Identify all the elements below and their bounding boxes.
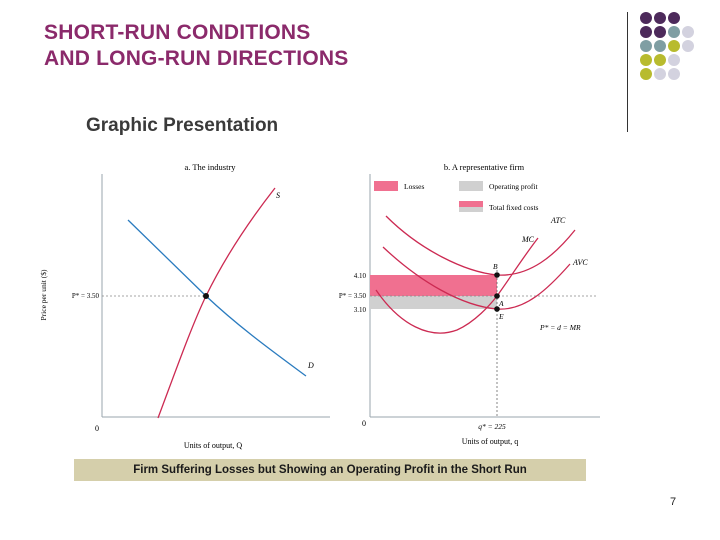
supply-curve-s (157, 187, 276, 419)
figure-caption: Firm Suffering Losses but Showing an Ope… (133, 464, 527, 476)
panel-b-title: b. A representative firm (444, 162, 525, 172)
decorative-dot (654, 40, 666, 52)
decorative-dot (682, 40, 694, 52)
q-star-label: q* = 225 (478, 422, 506, 431)
demand-mr-label: P* = d = MR (539, 323, 581, 332)
atc-label: ATC (550, 216, 566, 225)
industry-equilibrium-point (203, 293, 209, 299)
price-tick-3-50: P* = 3.50 (339, 292, 367, 300)
slide-title: SHORT-RUN CONDITIONS AND LONG-RUN DIRECT… (44, 20, 348, 72)
point-b (494, 272, 500, 278)
decorative-dot (640, 40, 652, 52)
slide-title-line-2: AND LONG-RUN DIRECTIONS (44, 47, 349, 70)
price-tick-4-10: 4.10 (354, 272, 367, 280)
demand-label: D (307, 361, 314, 370)
price-tick-3-10: 3.10 (354, 306, 367, 314)
decorative-dot (668, 68, 680, 80)
caption-bar: Firm Suffering Losses but Showing an Ope… (74, 459, 586, 481)
decorative-dot (640, 54, 652, 66)
decorative-dot (668, 26, 680, 38)
decorative-dot (668, 12, 680, 24)
mc-label: MC (521, 235, 535, 244)
decorative-dot (654, 68, 666, 80)
panel-a-origin: 0 (95, 424, 99, 433)
slide-title-line-1: SHORT-RUN CONDITIONS (44, 21, 311, 44)
point-e (494, 306, 500, 312)
decorative-dot (640, 26, 652, 38)
panel-a-x-axis-label: Units of output, Q (184, 441, 242, 450)
panel-b-origin: 0 (362, 419, 366, 428)
decorative-dot (668, 54, 680, 66)
legend-swatch-operating-profit (459, 181, 483, 191)
panel-a-title: a. The industry (184, 162, 236, 172)
supply-label: S (276, 191, 280, 200)
legend-swatch-total-fixed-costs (459, 201, 483, 212)
legend-label-operating-profit: Operating profit (489, 182, 538, 191)
point-b-label: B (493, 262, 498, 271)
decorative-dot (654, 12, 666, 24)
point-e-label: E (498, 312, 504, 321)
decorative-dot (654, 26, 666, 38)
panel-a-price-label: P* = 3.50 (72, 292, 100, 300)
decorative-dot (682, 26, 694, 38)
point-a (494, 293, 500, 299)
decorative-dot (640, 68, 652, 80)
demand-curve-d (127, 219, 307, 377)
point-a-label: A (498, 299, 504, 308)
figure-svg: a. The industry Price per unit ($) S D P… (39, 162, 600, 450)
figure: a. The industry Price per unit ($) S D P… (0, 150, 720, 450)
page-number: 7 (670, 496, 677, 508)
mc-curve (375, 237, 539, 334)
panel-b-x-axis-label: Units of output, q (462, 437, 518, 446)
panel-a-y-axis-label: Price per unit ($) (39, 269, 48, 321)
slide-subtitle: Graphic Presentation (86, 115, 279, 136)
decorative-dot (654, 54, 666, 66)
operating-profit-area (370, 296, 497, 309)
legend-label-total-fixed-costs: Total fixed costs (489, 203, 539, 212)
decorative-dot (640, 12, 652, 24)
legend-swatch-losses (374, 181, 398, 191)
decorative-divider (627, 12, 628, 132)
avc-label: AVC (572, 258, 588, 267)
decorative-dot (668, 40, 680, 52)
legend-label-losses: Losses (404, 182, 424, 191)
atc-curve (385, 215, 576, 276)
